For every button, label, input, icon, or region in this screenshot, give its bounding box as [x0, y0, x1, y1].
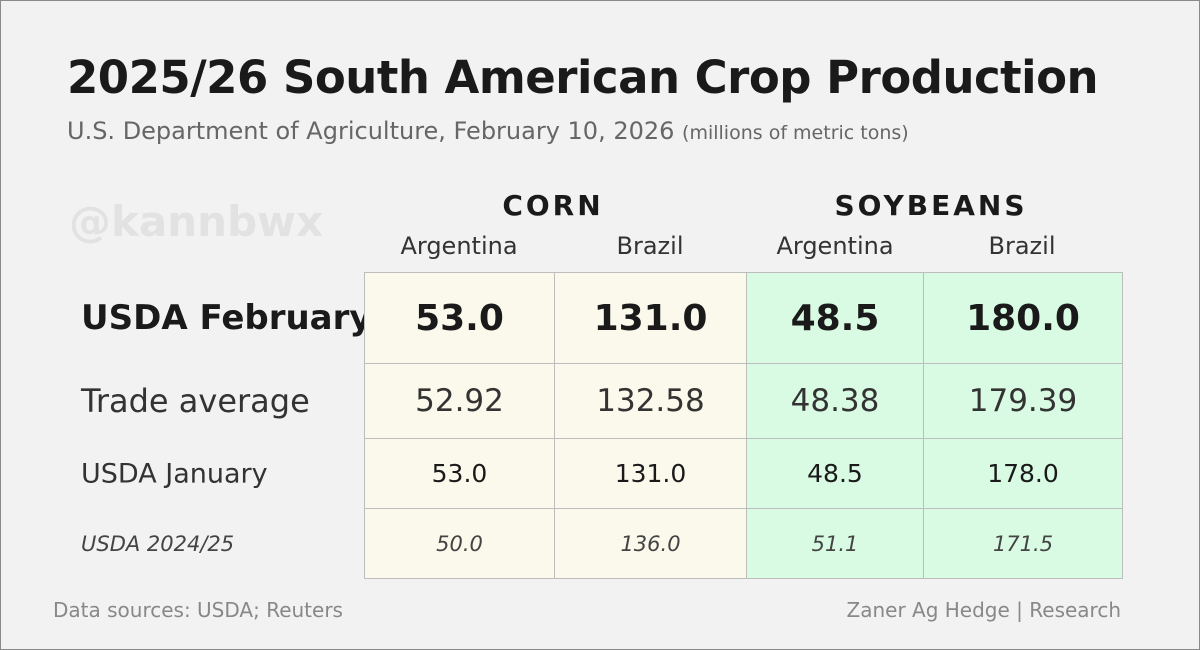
row-label: USDA 2024/25 [81, 532, 235, 556]
chart-title: 2025/26 South American Crop Production [67, 51, 1099, 104]
table-cell: 136.0 [554, 508, 747, 579]
row-label: USDA January [81, 458, 268, 490]
table-cell: 48.38 [746, 363, 924, 439]
col-header: Brazil [988, 232, 1056, 260]
col-header: Brazil [616, 232, 684, 260]
footer-credit: Zaner Ag Hedge | Research [846, 598, 1121, 622]
table-cell: 53.0 [364, 272, 555, 364]
table-row: 53.0 131.0 48.5 180.0 [364, 272, 1123, 364]
group-corn: CORN [502, 189, 604, 222]
table-cell: 53.0 [364, 438, 555, 509]
table-row: 52.92 132.58 48.38 179.39 [364, 363, 1123, 439]
source-date: U.S. Department of Agriculture, February… [67, 117, 675, 145]
table-cell: 48.5 [746, 438, 924, 509]
data-table: 53.0 131.0 48.5 180.0 52.92 132.58 48.38 179.39… [364, 272, 1123, 579]
table-cell: 132.58 [554, 363, 747, 439]
row-label: USDA February [81, 298, 372, 338]
table-cell: 178.0 [923, 438, 1123, 509]
col-header: Argentina [776, 232, 894, 260]
table-cell: 52.92 [364, 363, 555, 439]
group-soybeans: SOYBEANS [834, 189, 1028, 222]
chart-subtitle: U.S. Department of Agriculture, February… [67, 117, 909, 145]
row-label: Trade average [81, 382, 310, 420]
table-cell: 131.0 [554, 438, 747, 509]
units: (millions of metric tons) [682, 122, 909, 144]
table-cell: 50.0 [364, 508, 555, 579]
table-cell: 51.1 [746, 508, 924, 579]
table-cell: 171.5 [923, 508, 1123, 579]
table-row: 50.0 136.0 51.1 171.5 [364, 508, 1123, 579]
table-cell: 180.0 [923, 272, 1123, 364]
table-cell: 48.5 [746, 272, 924, 364]
table-cell: 179.39 [923, 363, 1123, 439]
watermark: @kannbwx [69, 197, 324, 246]
table-cell: 131.0 [554, 272, 747, 364]
col-header: Argentina [400, 232, 518, 260]
footer-source: Data sources: USDA; Reuters [53, 598, 343, 622]
table-row: 53.0 131.0 48.5 178.0 [364, 438, 1123, 509]
